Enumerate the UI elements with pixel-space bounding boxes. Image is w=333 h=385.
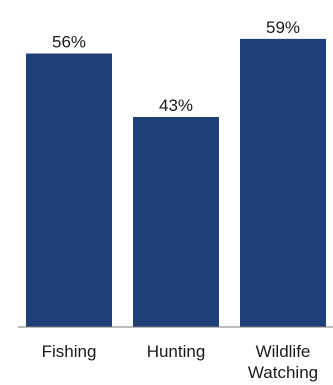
value-label: 43% [159, 96, 193, 115]
value-labels-group: 56% 43% 59% [52, 18, 300, 115]
bars-group [26, 38, 326, 328]
category-label: Wildlife Watching [248, 342, 318, 382]
category-labels-group: Fishing Hunting Wildlife Watching [42, 342, 319, 382]
bar-hunting [133, 117, 219, 328]
category-label-line: Wildlife [256, 342, 311, 361]
category-label-line: Hunting [147, 342, 206, 361]
category-label: Fishing [42, 342, 97, 361]
value-label: 56% [52, 33, 86, 52]
value-label: 59% [266, 18, 300, 37]
bar-wildlife-watching [240, 38, 326, 328]
bar-fishing [26, 53, 112, 328]
category-label-line: Fishing [42, 342, 97, 361]
category-label: Hunting [147, 342, 206, 361]
category-label-line: Watching [248, 363, 318, 382]
